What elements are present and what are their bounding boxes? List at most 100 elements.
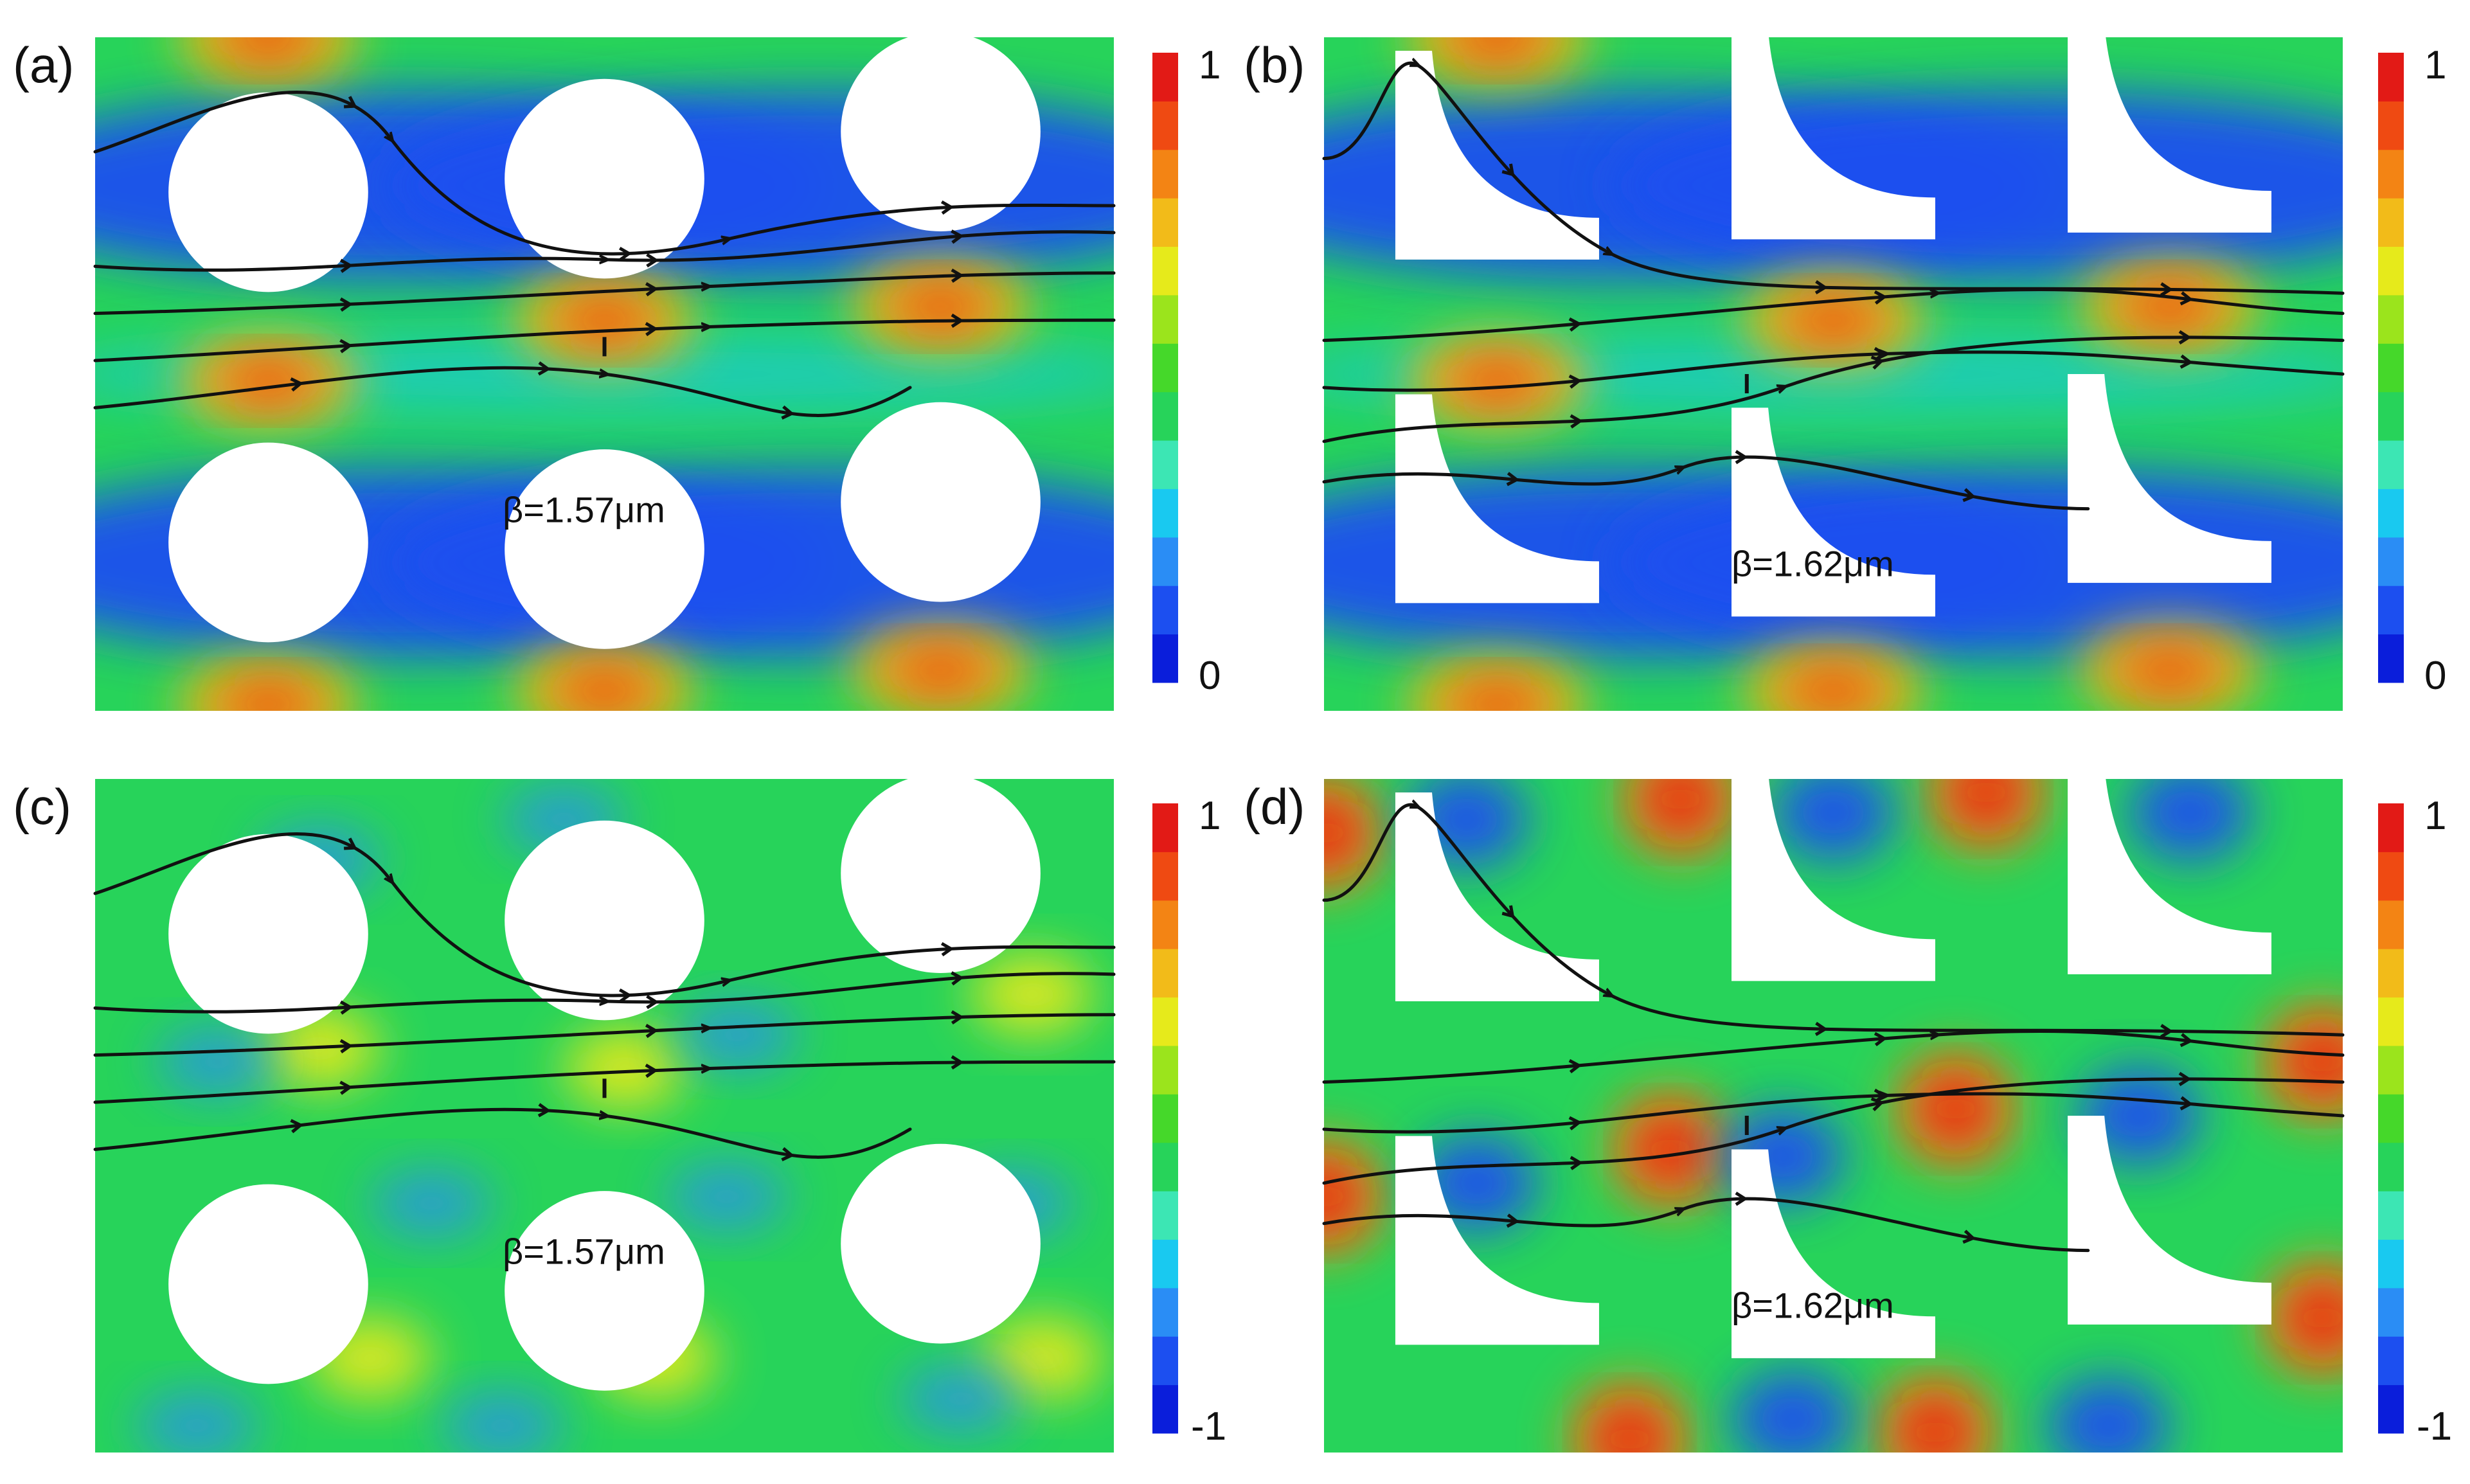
pillar [2068, 374, 2272, 583]
colorbar-segment [2378, 1336, 2404, 1386]
streamline [93, 230, 1116, 272]
flow-arrow [2179, 354, 2193, 369]
colorbar-segment [2378, 343, 2404, 393]
pillar [1395, 394, 1599, 603]
colorbar-segment [2378, 1191, 2404, 1240]
colorbar-segment [1152, 1384, 1178, 1434]
colorbar-d: 1 -1 [2378, 794, 2452, 1449]
pillar [505, 1191, 704, 1391]
flow-arrow [2179, 291, 2194, 306]
flow-arrow [343, 837, 357, 850]
streamline [93, 366, 912, 417]
flow-arrow [951, 268, 964, 283]
colorbar-max-label: 1 [2424, 794, 2446, 838]
flow-arrow [1506, 472, 1520, 487]
colorbar-segment [1152, 852, 1178, 901]
flow-arrow [1568, 1116, 1582, 1131]
colorbar-segment [2378, 488, 2404, 538]
colorbar-segment [1152, 440, 1178, 489]
pillar [1732, 30, 1935, 240]
streamlines-a [93, 91, 1116, 420]
flow-arrow [1874, 346, 1887, 362]
flow-arrow [339, 258, 353, 273]
flow-arrow [646, 994, 659, 1010]
colorbar-segment [2378, 586, 2404, 635]
colorbar-max-label: 1 [1199, 43, 1221, 87]
streamline [1322, 455, 2090, 511]
streamline [1322, 1077, 2345, 1185]
flow-arrow [1874, 1088, 1887, 1104]
colorbar-segment [1152, 1045, 1178, 1095]
flow-arrow [940, 942, 954, 957]
gap-width-label: β=1.57μm [503, 490, 665, 530]
colorbar-segment [2378, 634, 2404, 683]
colorbar-segment [2378, 198, 2404, 247]
streamlines-b [1322, 63, 2345, 511]
flow-arrow [951, 229, 964, 244]
flow-arrow [951, 313, 964, 328]
pillar [841, 402, 1041, 602]
pillar [1732, 1149, 1935, 1359]
flow-arrow [1962, 488, 1976, 503]
flow-arrow [781, 405, 795, 420]
colorbar-segment [1152, 1191, 1178, 1240]
colorbar-segment [2378, 1045, 2404, 1095]
colorbar-segment [1152, 53, 1178, 102]
colorbar-segment [2378, 852, 2404, 901]
panel-c: β=1.57μm (c) 1 -1 [13, 773, 1226, 1453]
flow-arrow [781, 1147, 795, 1161]
colorbar-segment [2378, 101, 2404, 150]
pillar [505, 449, 704, 649]
colorbar-segment [1152, 101, 1178, 150]
panel-a: β=1.57μm (a) 1 0 [13, 31, 1221, 711]
colorbar-c: 1 -1 [1152, 794, 1226, 1449]
flow-arrow [2160, 1024, 2174, 1039]
colorbar-segment [1152, 294, 1178, 344]
panel-label: (b) [1244, 37, 1305, 93]
colorbar-min-label: 0 [2424, 654, 2446, 698]
flow-arrow [1874, 290, 1888, 305]
colorbar-max-label: 1 [1199, 794, 1221, 838]
pillar [168, 834, 368, 1034]
pillar [168, 92, 368, 292]
colorbar-min-label: -1 [1191, 1404, 1226, 1449]
colorbar-segment [1152, 198, 1178, 247]
streamline [1322, 352, 2345, 392]
flow-arrow [1501, 905, 1515, 918]
colorbar-min-label: -1 [2417, 1404, 2452, 1449]
flow-arrow [1570, 414, 1583, 429]
pillar [168, 1184, 368, 1384]
streamline [93, 1013, 1116, 1057]
colorbar-segment [1152, 391, 1178, 441]
flow-arrow [645, 1063, 658, 1078]
colorbar-segment [1152, 1094, 1178, 1143]
gap-width-label: β=1.62μm [1732, 543, 1894, 584]
pillar [1732, 772, 1935, 981]
colorbar-segment [2378, 1142, 2404, 1192]
streamline [93, 271, 1116, 316]
colorbar-segment [2378, 949, 2404, 998]
flow-arrow [1735, 1192, 1748, 1206]
streamline [1322, 287, 2345, 343]
colorbar-segment [2378, 1384, 2404, 1434]
colorbar-segment [1152, 488, 1178, 538]
colorbar-segment [2378, 246, 2404, 296]
panel-label: (a) [13, 37, 74, 93]
colorbar-min-label: 0 [1199, 654, 1221, 698]
flow-arrow [1501, 163, 1515, 177]
colorbar-segment [1152, 1287, 1178, 1337]
flow-arrow [618, 988, 632, 1003]
pillar [1732, 407, 1935, 617]
panel-label: (c) [13, 778, 71, 835]
streamline [1322, 63, 2345, 295]
pillar [2068, 1116, 2272, 1325]
panel-label: (d) [1244, 778, 1305, 835]
colorbar-segment [1152, 634, 1178, 683]
flow-arrow [537, 361, 551, 376]
colorbar-segment [2378, 1287, 2404, 1337]
colorbar-segment [2378, 997, 2404, 1046]
pillar [841, 773, 1041, 974]
colorbar-segment [1152, 149, 1178, 199]
colorbar-segment [1152, 343, 1178, 393]
flow-arrow [1568, 1059, 1582, 1074]
